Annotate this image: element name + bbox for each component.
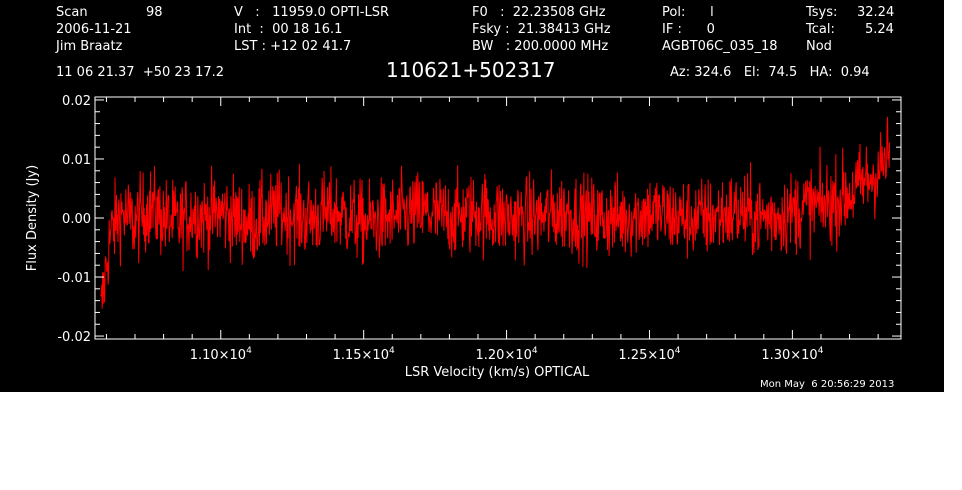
spectrum-trace-layer — [100, 116, 891, 309]
spectrum-trace — [100, 116, 891, 309]
bandwidth: BW : 200.0000 MHz — [472, 39, 609, 54]
x-tick-labels: 1.10×104 1.15×104 1.20×104 1.25×104 1.30×104 — [190, 346, 824, 363]
x-tick-label: 1.20×104 — [476, 346, 538, 363]
spectrum-chart: 1.10×104 1.15×104 1.20×104 1.25×104 1.30×104… — [25, 94, 902, 380]
sky-frequency: Fsky : 21.38413 GHz — [472, 22, 611, 37]
tick-marks — [95, 97, 901, 339]
source-coordinates: 11 06 21.37 +50 23 17.2 — [56, 65, 225, 80]
plot-window: Scan 98 2006-11-21 Jim Braatz V : 11959.… — [0, 0, 944, 392]
tcal-label: Tcal: — [806, 22, 835, 37]
observer-name: Jim Braatz — [56, 39, 123, 54]
lst-info: LST : +12 02 41.7 — [234, 39, 352, 54]
observation-date: 2006-11-21 — [56, 22, 132, 37]
x-axis-title: LSR Velocity (km/s) OPTICAL — [405, 365, 590, 380]
tsys-value: 32.24 — [857, 5, 895, 20]
y-tick-labels: -0.02 -0.01 0.00 0.01 0.02 — [57, 94, 91, 345]
if-number: IF : 0 — [662, 22, 715, 37]
y-tick-label: 0.01 — [62, 153, 91, 168]
observing-mode: Nod — [806, 39, 832, 54]
x-tick-label: 1.25×104 — [618, 346, 680, 363]
y-tick-label: 0.02 — [62, 94, 91, 109]
plot-timestamp: Mon May 6 20:56:29 2013 — [760, 379, 895, 390]
tcal-value: 5.24 — [865, 22, 894, 37]
y-axis-title: Flux Density (Jy) — [25, 165, 40, 271]
x-tick-label: 1.10×104 — [190, 346, 252, 363]
x-tick-label: 1.30×104 — [761, 346, 823, 363]
polarization: Pol: l — [662, 5, 714, 20]
az-el-ha: Az: 324.6 El: 74.5 HA: 0.94 — [670, 65, 870, 80]
y-tick-label: 0.00 — [62, 212, 91, 227]
y-tick-label: -0.02 — [57, 330, 91, 345]
y-tick-label: -0.01 — [57, 271, 91, 286]
source-name: 110621+502317 — [386, 58, 556, 82]
scan-value: 98 — [146, 5, 163, 20]
tsys-label: Tsys: — [806, 5, 838, 20]
integration-time: Int : 00 18 16.1 — [234, 22, 343, 37]
project-id: AGBT06C_035_18 — [662, 39, 778, 54]
scan-label: Scan — [56, 5, 88, 20]
rest-frequency: F0 : 22.23508 GHz — [472, 5, 606, 20]
x-tick-label: 1.15×104 — [333, 346, 395, 363]
velocity-info: V : 11959.0 OPTI-LSR — [234, 5, 390, 20]
